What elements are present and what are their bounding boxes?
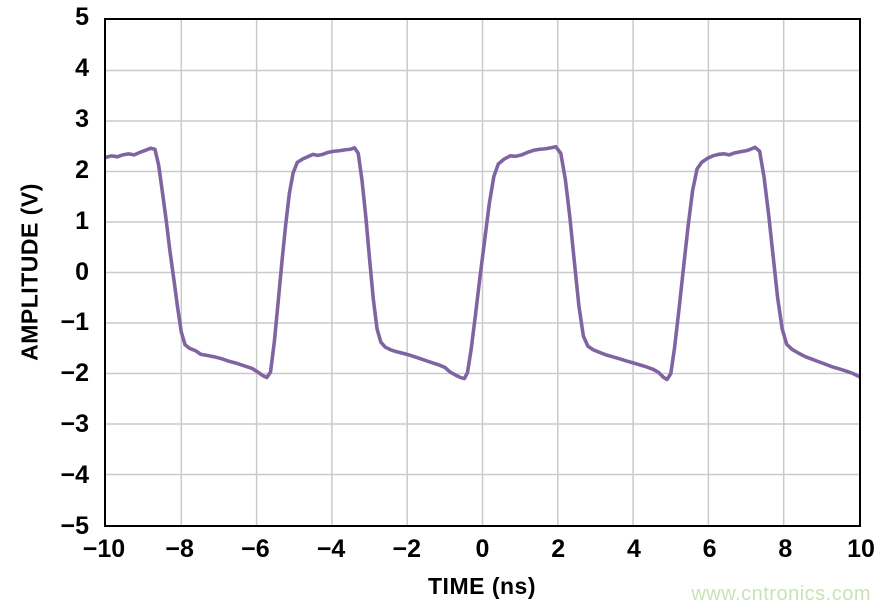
- x-tick-label: 0: [475, 535, 490, 563]
- y-tick-label: 3: [75, 104, 89, 133]
- y-tick-label: 2: [75, 155, 89, 184]
- x-tick-label: 10: [847, 535, 875, 563]
- y-tick-label: −2: [60, 359, 89, 388]
- x-tick-label: 2: [551, 535, 566, 563]
- y-tick-label: −3: [60, 410, 89, 439]
- plot-area: [104, 18, 861, 527]
- y-tick-label: −5: [60, 512, 89, 540]
- x-tick-label: 4: [626, 535, 641, 563]
- x-tick-label: 8: [778, 535, 793, 563]
- x-axis-title: TIME (ns): [428, 573, 536, 599]
- waveform-trace: [106, 145, 859, 382]
- x-tick-label: 6: [702, 535, 717, 563]
- x-tick-label: −10: [82, 535, 126, 563]
- y-tick-label: 4: [75, 53, 89, 82]
- y-tick-label: −4: [60, 461, 89, 490]
- y-tick-label: 5: [75, 3, 89, 31]
- gridlines: [106, 20, 859, 525]
- y-tick-label: 1: [75, 206, 89, 235]
- y-tick-label: −1: [60, 308, 89, 337]
- y-axis-tick-labels: 5 4 3 2 1 0 −1 −2 −3 −4 −5: [0, 5, 89, 539]
- x-axis-tick-labels: −10 −8 −6 −4 −2 0 2 4 6 8 10: [0, 537, 889, 563]
- x-tick-label: −8: [165, 535, 194, 563]
- y-tick-label: 0: [75, 257, 89, 286]
- x-tick-label: −2: [392, 535, 422, 563]
- watermark: www.cntronics.com: [691, 583, 871, 605]
- x-tick-label: −6: [241, 535, 270, 563]
- waveform-svg: [106, 20, 859, 525]
- x-tick-label: −4: [316, 535, 346, 563]
